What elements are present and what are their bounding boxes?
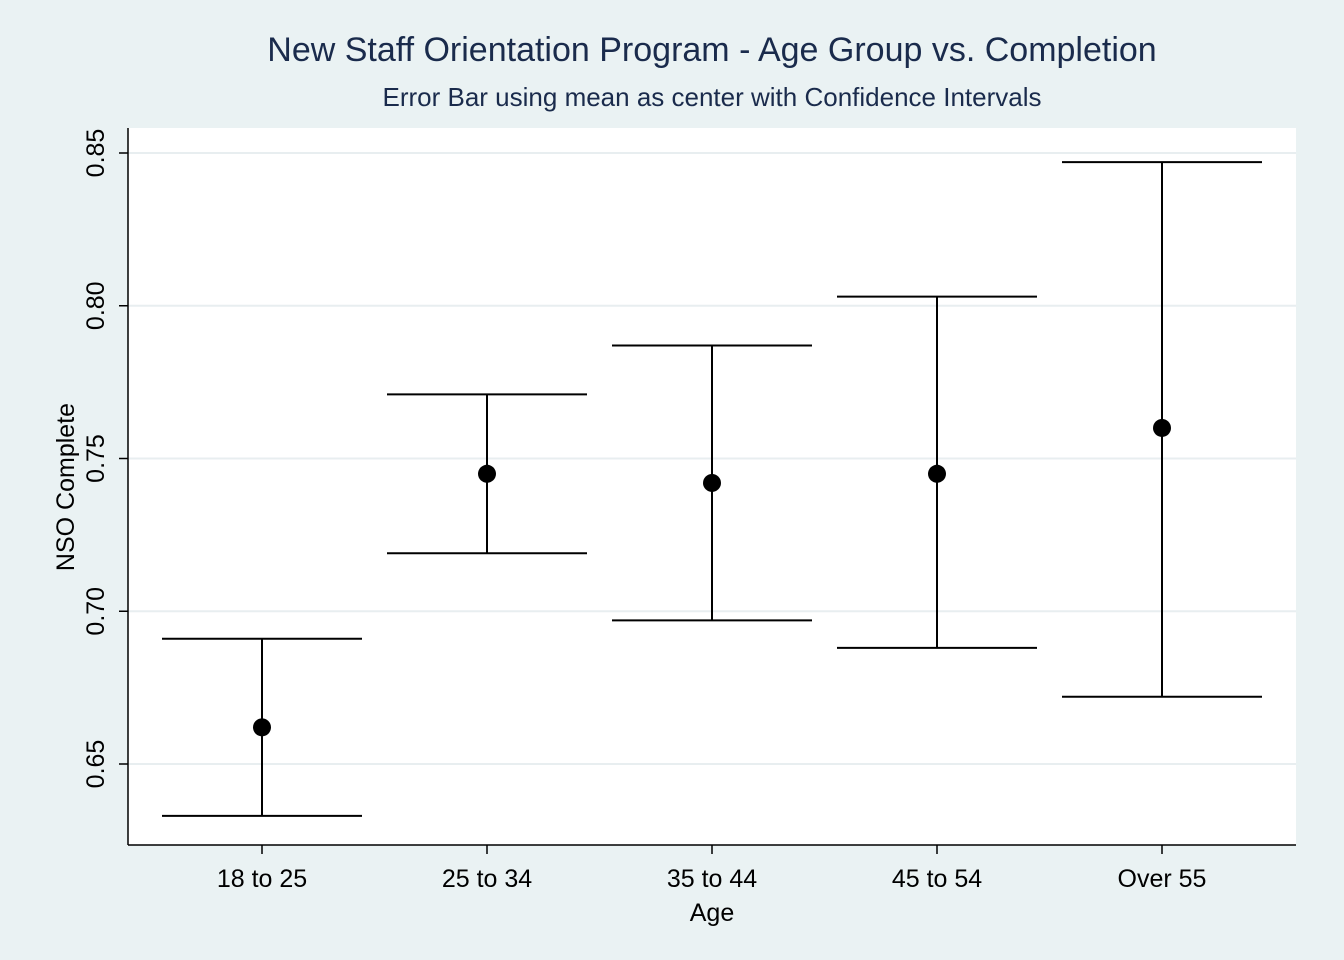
- x-tick-label: 18 to 25: [217, 865, 307, 893]
- x-tick-label: 25 to 34: [442, 865, 532, 893]
- mean-point: [253, 718, 271, 737]
- y-tick-label: 0.75: [82, 434, 110, 483]
- x-ticks: 18 to 25 25 to 34 35 to 44 45 to 54 Over 55: [217, 845, 1207, 893]
- x-axis-title: Age: [690, 899, 734, 927]
- mean-point: [1153, 418, 1171, 437]
- y-axis-title: NSO Complete: [52, 403, 80, 571]
- mean-point: [478, 464, 496, 483]
- x-tick-label: 35 to 44: [667, 865, 757, 893]
- y-ticks: 0.65 0.70 0.75 0.80 0.85: [82, 129, 128, 789]
- chart-subtitle: Error Bar using mean as center with Conf…: [383, 82, 1042, 112]
- mean-point: [703, 473, 721, 492]
- y-tick-label: 0.65: [82, 740, 110, 789]
- x-tick-label: 45 to 54: [892, 865, 982, 893]
- y-tick-label: 0.70: [82, 587, 110, 636]
- x-tick-label: Over 55: [1118, 865, 1207, 893]
- chart-title: New Staff Orientation Program - Age Grou…: [267, 31, 1156, 69]
- y-tick-label: 0.85: [82, 129, 110, 178]
- mean-point: [928, 464, 946, 483]
- error-bars: [162, 161, 1262, 817]
- y-tick-label: 0.80: [82, 281, 110, 330]
